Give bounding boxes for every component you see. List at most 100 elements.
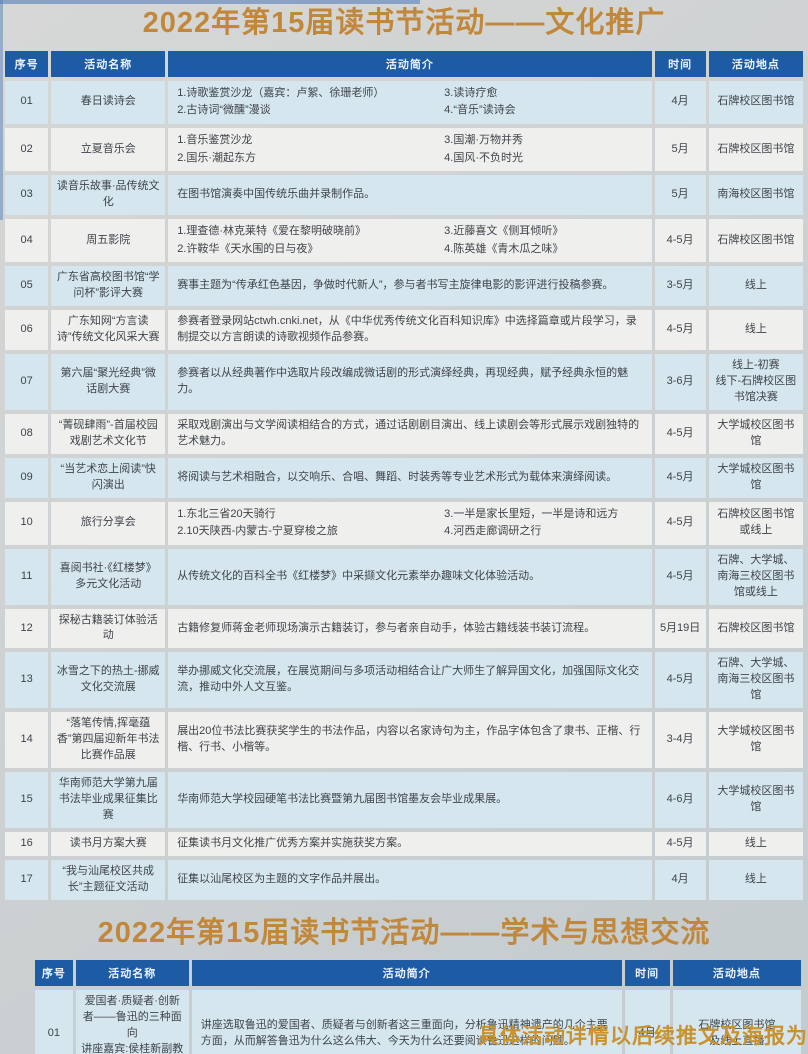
- desc-item: 3.近藤喜文《侧耳倾听》: [444, 225, 564, 238]
- place-cell: 大学城校区图书馆: [708, 457, 803, 498]
- activity-name-cell: 第六届“聚光经典”微话剧大赛: [51, 353, 166, 410]
- activity-desc-cell: 参赛者登录网站ctwh.cnki.net，从《中华优秀传统文化百科知识库》中选择…: [168, 310, 652, 350]
- place-cell: 大学城校区图书馆: [708, 772, 803, 828]
- activity-desc-cell: 采取戏剧演出与文学阅读相结合的方式，通过话剧剧目演出、线上读剧会等形式展示戏剧独…: [168, 413, 652, 454]
- row-number-cell: 08: [5, 413, 49, 454]
- place-cell: 线上-初赛 线下-石牌校区图书馆决赛: [708, 353, 803, 410]
- table-row: 14 “落笔传情,挥毫蕴香”第四届迎新年书法比赛作品展 展出20位书法比赛获奖学生的…: [5, 712, 803, 769]
- table-row: 15 华南师范大学第九届书法毕业成果征集比赛 华南师范大学校园硬笔书法比赛暨第九届图…: [5, 772, 803, 828]
- activity-desc-cell: 征集读书月文化推广优秀方案并实施获奖方案。: [168, 831, 652, 856]
- row-number-cell: 17: [5, 859, 49, 900]
- desc-item: 1.东北三省20天骑行: [177, 507, 276, 520]
- time-cell: 4月: [654, 80, 706, 124]
- desc-item: 4.“音乐”读诗会: [444, 104, 516, 117]
- column-header-place: 活动地点: [708, 50, 803, 77]
- desc-item: 2.许鞍华《天水围的日与夜》: [177, 242, 319, 255]
- time-cell: 4月: [624, 990, 670, 1054]
- row-number-cell: 04: [5, 219, 49, 263]
- row-number-cell: 12: [5, 608, 49, 649]
- row-number-cell: 06: [5, 310, 49, 350]
- activity-desc-cell: 1.东北三省20天骑行 2.10天陕西-内蒙古-宁夏穿梭之旅 3.一半是家长里短，一…: [168, 501, 652, 545]
- row-number-cell: 13: [5, 652, 49, 709]
- desc-item: 4.陈英雄《青木瓜之味》: [444, 242, 564, 255]
- place-cell: 石牌、大学城、南海三校区图书馆或线上: [708, 548, 803, 605]
- poster-left-edge: [0, 0, 3, 220]
- desc-column: 1.东北三省20天骑行 2.10天陕西-内蒙古-宁夏穿梭之旅: [177, 506, 444, 541]
- column-header-number: 序号: [35, 960, 73, 987]
- table-row: 17 “我与汕尾校区共成长”主题征文活动 征集以汕尾校区为主题的文字作品并展出。 4月…: [5, 859, 803, 900]
- place-cell: 石牌校区图书馆: [708, 219, 803, 263]
- time-cell: 3-6月: [654, 353, 706, 410]
- section-culture-promotion: 2022年第15届读书节活动——文化推广 序号 活动名称 活动简介 时间 活动地点 01 春…: [0, 6, 808, 904]
- activity-name-cell: “当艺术恋上阅读”快闪演出: [51, 457, 166, 498]
- activity-desc-cell: 在图书馆演奏中国传统乐曲并录制作品。: [168, 175, 652, 216]
- activity-name-cell: 周五影院: [51, 219, 166, 263]
- section-title-culture: 2022年第15届读书节活动——文化推广: [142, 7, 666, 39]
- row-number-cell: 16: [5, 831, 49, 856]
- section-academic-exchange: 2022年第15届读书节活动——学术与思想交流 序号 活动名称 活动简介 时间 活动地点…: [0, 916, 808, 1054]
- place-cell: 南海校区图书馆: [708, 175, 803, 216]
- time-cell: 5月: [654, 175, 706, 216]
- table-row: 08 “菁砚肆雨”-首届校园戏剧艺术文化节 采取戏剧演出与文学阅读相结合的方式，通过…: [5, 413, 803, 454]
- academic-activities-table: 序号 活动名称 活动简介 时间 活动地点 01 爱国者·质疑者·创新者——鲁迅的三种面向 讲…: [32, 956, 804, 1054]
- place-cell: 线上: [708, 266, 803, 307]
- table-row: 09 “当艺术恋上阅读”快闪演出 将阅读与艺术相融合，以交响乐、合唱、舞蹈、时装秀等…: [5, 457, 803, 498]
- table-row: 10 旅行分享会 1.东北三省20天骑行 2.10天陕西-内蒙古-宁夏穿梭之旅 3.一半…: [5, 501, 803, 545]
- activity-desc-cell: 从传统文化的百科全书《红楼梦》中采撷文化元素举办趣味文化体验活动。: [168, 548, 652, 605]
- place-cell: 石牌校区图书馆 及线上直播: [672, 990, 801, 1054]
- desc-item: 4.河西走廊调研之行: [444, 525, 542, 538]
- activity-name-cell: “我与汕尾校区共成长”主题征文活动: [51, 859, 166, 900]
- table-row: 13 冰雪之下的热土-挪威文化交流展 举办挪威文化交流展，在展览期间与多项活动相结合…: [5, 652, 803, 709]
- activity-desc-cell: 古籍修复师蒋金老师现场演示古籍装订，参与者亲自动手，体验古籍线装书装订流程。: [168, 608, 652, 649]
- desc-two-column-list: 1.理查德·林克莱特《爱在黎明破晓前》 2.许鞍华《天水围的日与夜》 3.近藤喜文《…: [177, 223, 645, 258]
- activity-name-cell: 华南师范大学第九届书法毕业成果征集比赛: [51, 772, 166, 828]
- activity-name-cell: 探秘古籍装订体验活动: [51, 608, 166, 649]
- place-cell: 石牌、大学城、南海三校区图书馆: [708, 652, 803, 709]
- place-cell: 石牌校区图书馆: [708, 127, 803, 172]
- activity-name-cell: 立夏音乐会: [51, 127, 166, 172]
- time-cell: 3-4月: [654, 712, 706, 769]
- time-cell: 4-5月: [654, 457, 706, 498]
- activity-desc-cell: 举办挪威文化交流展，在展览期间与多项活动相结合让广大师生了解异国文化，加强国际文…: [168, 652, 652, 709]
- table-row: 07 第六届“聚光经典”微话剧大赛 参赛者以从经典著作中选取片段改编成微话剧的形式演…: [5, 353, 803, 410]
- desc-two-column-list: 1.诗歌鉴赏沙龙（嘉宾：卢絮、徐珊老师） 2.古诗词“微醺”漫谈 3.读诗疗愈 4.“…: [177, 85, 645, 120]
- row-number-cell: 10: [5, 501, 49, 545]
- desc-item: 4.国风·不负时光: [444, 151, 523, 164]
- time-cell: 3-5月: [654, 266, 706, 307]
- desc-column: 1.理查德·林克莱特《爱在黎明破晓前》 2.许鞍华《天水围的日与夜》: [177, 223, 444, 258]
- time-cell: 5月19日: [654, 608, 706, 649]
- activity-name-cell: 春日读诗会: [51, 80, 166, 124]
- place-cell: 石牌校区图书馆: [708, 608, 803, 649]
- table-header-row: 序号 活动名称 活动简介 时间 活动地点: [35, 960, 801, 987]
- time-cell: 4-5月: [654, 652, 706, 709]
- place-cell: 线上: [708, 831, 803, 856]
- activity-name-cell: 旅行分享会: [51, 501, 166, 545]
- desc-item: 3.一半是家长里短，一半是诗和远方: [444, 507, 619, 520]
- time-cell: 4-5月: [654, 501, 706, 545]
- activity-desc-cell: 华南师范大学校园硬笔书法比赛暨第九届图书馆墨友会毕业成果展。: [168, 772, 652, 828]
- place-cell: 石牌校区图书馆或线上: [708, 501, 803, 545]
- activity-desc-cell: 1.诗歌鉴赏沙龙（嘉宾：卢絮、徐珊老师） 2.古诗词“微醺”漫谈 3.读诗疗愈 4.“…: [168, 80, 652, 124]
- row-number-cell: 15: [5, 772, 49, 828]
- column-header-time: 时间: [654, 50, 706, 77]
- desc-item: 1.诗歌鉴赏沙龙（嘉宾：卢絮、徐珊老师）: [177, 86, 385, 99]
- time-cell: 5月: [654, 127, 706, 172]
- activity-desc-cell: 讲座选取鲁迅的爱国者、质疑者与创新者这三重面向，分析鲁迅精神遗产的几个主要方面，…: [191, 990, 622, 1054]
- section-title-academic: 2022年第15届读书节活动——学术与思想交流: [97, 916, 711, 949]
- activity-desc-cell: 征集以汕尾校区为主题的文字作品并展出。: [168, 859, 652, 900]
- table-row: 12 探秘古籍装订体验活动 古籍修复师蒋金老师现场演示古籍装订，参与者亲自动手，体验…: [5, 608, 803, 649]
- desc-two-column-list: 1.东北三省20天骑行 2.10天陕西-内蒙古-宁夏穿梭之旅 3.一半是家长里短，一…: [177, 506, 645, 541]
- activity-desc-cell: 展出20位书法比赛获奖学生的书法作品，内容以名家诗句为主，作品字体包含了隶书、正…: [168, 712, 652, 769]
- desc-column: 1.诗歌鉴赏沙龙（嘉宾：卢絮、徐珊老师） 2.古诗词“微醺”漫谈: [177, 85, 444, 120]
- desc-column: 1.音乐鉴赏沙龙 2.国乐·潮起东方: [177, 132, 444, 167]
- time-cell: 4-5月: [654, 548, 706, 605]
- place-cell: 石牌校区图书馆: [708, 80, 803, 124]
- place-cell: 线上: [708, 859, 803, 900]
- table-row: 05 广东省高校图书馆“学问杯”影评大赛 赛事主题为“传承红色基因，争做时代新人”，…: [5, 266, 803, 307]
- table-header-row: 序号 活动名称 活动简介 时间 活动地点: [5, 50, 803, 77]
- row-number-cell: 03: [5, 175, 49, 216]
- desc-item: 3.读诗疗愈: [444, 86, 498, 99]
- desc-item: 2.古诗词“微醺”漫谈: [177, 104, 271, 117]
